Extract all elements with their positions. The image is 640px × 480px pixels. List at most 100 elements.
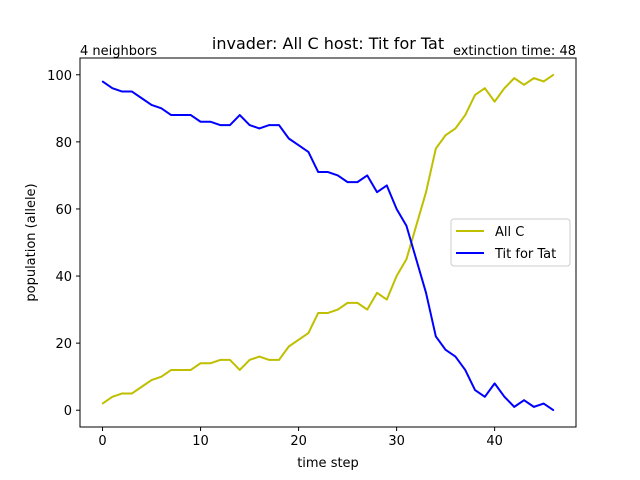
data-point-tit-for-tat (503, 396, 506, 398)
data-point-all-c (229, 359, 231, 361)
y-tick-label: 20 (55, 337, 72, 352)
data-point-tit-for-tat (327, 171, 329, 173)
data-point-tit-for-tat (317, 171, 320, 173)
data-point-all-c (464, 114, 467, 116)
data-point-tit-for-tat (405, 224, 408, 227)
data-point-all-c (484, 87, 486, 89)
x-axis-label: time step (297, 456, 359, 471)
data-point-all-c (415, 224, 418, 227)
data-point-tit-for-tat (150, 104, 153, 106)
data-point-tit-for-tat (238, 114, 241, 116)
data-point-tit-for-tat (395, 208, 398, 210)
data-point-all-c (268, 359, 270, 361)
data-point-all-c (405, 258, 408, 261)
data-point-tit-for-tat (484, 396, 486, 398)
data-point-tit-for-tat (366, 174, 369, 177)
data-point-all-c (346, 302, 349, 304)
data-point-all-c (454, 127, 457, 130)
data-point-all-c (219, 359, 221, 361)
data-point-all-c (170, 369, 172, 371)
data-point-tit-for-tat (268, 124, 270, 126)
data-point-all-c (444, 134, 447, 136)
data-point-all-c (258, 355, 261, 358)
data-point-all-c (238, 369, 241, 371)
data-point-all-c (317, 312, 320, 314)
data-point-tit-for-tat (454, 355, 457, 358)
data-point-all-c (327, 312, 329, 314)
data-point-all-c (278, 359, 280, 361)
data-point-tit-for-tat (542, 402, 545, 405)
data-point-all-c (474, 94, 476, 96)
data-point-all-c (199, 362, 202, 365)
neighbors-annotation: 4 neighbors (80, 44, 157, 59)
data-point-all-c (160, 375, 163, 378)
data-point-tit-for-tat (278, 124, 280, 126)
data-point-all-c (209, 362, 212, 365)
legend-label-tit-for-tat: Tit for Tat (494, 247, 556, 262)
data-point-all-c (435, 147, 437, 150)
data-point-tit-for-tat (160, 107, 163, 110)
data-point-tit-for-tat (297, 144, 300, 147)
data-point-all-c (150, 379, 153, 381)
data-point-tit-for-tat (435, 335, 437, 338)
data-point-all-c (395, 275, 398, 277)
data-point-tit-for-tat (464, 369, 467, 371)
data-point-all-c (542, 80, 545, 83)
y-tick-label: 60 (55, 203, 72, 218)
data-point-all-c (376, 292, 378, 294)
plot-frame (79, 57, 577, 428)
y-tick-label: 0 (64, 404, 72, 419)
x-tick-label: 40 (486, 434, 503, 449)
data-point-all-c (366, 308, 369, 311)
data-point-tit-for-tat (111, 87, 114, 89)
data-point-tit-for-tat (425, 292, 427, 294)
data-point-all-c (307, 332, 310, 334)
data-point-tit-for-tat (170, 114, 172, 116)
data-point-tit-for-tat (415, 258, 418, 261)
data-point-all-c (287, 345, 290, 348)
data-point-tit-for-tat (229, 124, 231, 126)
data-point-all-c (248, 359, 251, 361)
data-point-all-c (297, 338, 300, 341)
legend: All C Tit for Tat (450, 218, 571, 267)
data-point-all-c (101, 402, 104, 405)
data-point-all-c (180, 369, 182, 371)
data-point-tit-for-tat (337, 174, 339, 177)
data-point-tit-for-tat (258, 127, 261, 130)
data-point-tit-for-tat (199, 120, 202, 123)
y-tick-label: 100 (47, 69, 72, 84)
legend-label-all-c: All C (495, 225, 524, 240)
y-tick-label: 40 (55, 270, 72, 285)
data-point-all-c (121, 392, 123, 395)
data-point-all-c (533, 77, 535, 79)
data-point-tit-for-tat (356, 181, 359, 183)
data-point-tit-for-tat (287, 137, 290, 140)
data-point-all-c (140, 385, 143, 388)
data-point-tit-for-tat (189, 114, 192, 116)
data-point-tit-for-tat (219, 124, 221, 126)
data-point-all-c (111, 396, 114, 398)
extinction-time-annotation: extinction time: 48 (453, 44, 576, 59)
data-point-all-c (425, 191, 427, 193)
data-point-tit-for-tat (131, 90, 133, 93)
y-tick-label: 80 (55, 136, 72, 151)
data-point-all-c (513, 77, 516, 79)
data-point-tit-for-tat (493, 382, 496, 385)
data-point-all-c (523, 84, 525, 86)
data-point-tit-for-tat (474, 389, 476, 391)
data-point-tit-for-tat (121, 90, 123, 93)
data-point-tit-for-tat (180, 114, 182, 116)
data-point-tit-for-tat (376, 191, 378, 193)
y-axis-label: population (allele) (24, 183, 39, 301)
data-point-tit-for-tat (101, 80, 104, 83)
data-point-all-c (356, 302, 359, 304)
data-point-tit-for-tat (552, 409, 555, 412)
data-point-tit-for-tat (444, 349, 447, 351)
chart-title: invader: All C host: Tit for Tat (212, 34, 444, 53)
x-tick-label: 30 (388, 434, 405, 449)
data-point-all-c (552, 73, 555, 76)
data-point-tit-for-tat (533, 406, 535, 408)
x-tick-label: 0 (98, 434, 106, 449)
data-point-tit-for-tat (209, 120, 212, 123)
